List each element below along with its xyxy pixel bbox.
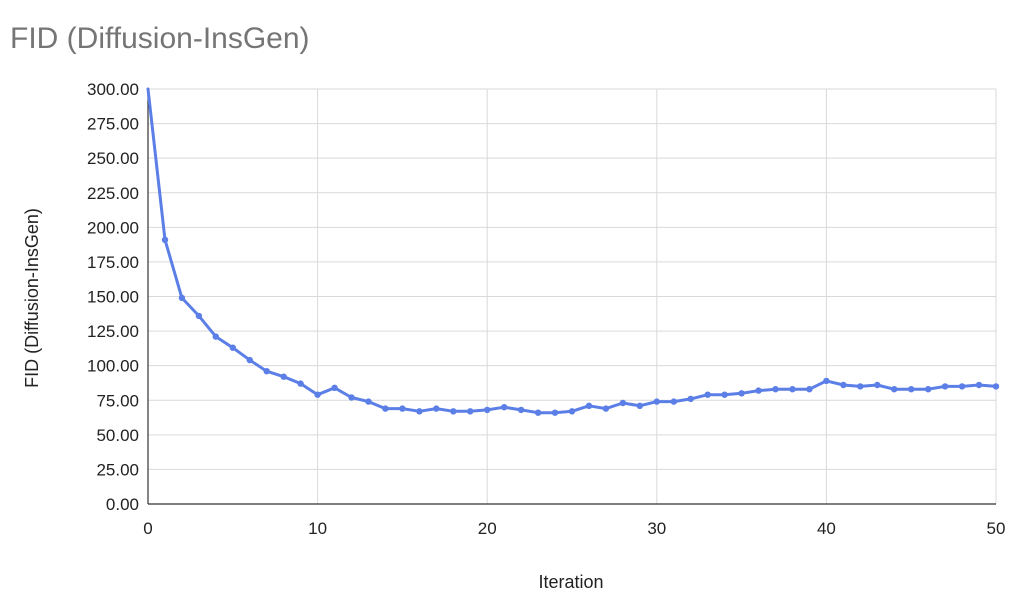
data-point [314, 391, 321, 398]
data-point [467, 408, 474, 415]
data-point [585, 402, 593, 409]
data-point [772, 386, 779, 393]
y-tick-label: 25.00 [96, 460, 139, 479]
data-point [399, 405, 406, 412]
data-point [450, 408, 457, 415]
series-line [146, 87, 998, 415]
y-tick-label: 125.00 [87, 322, 139, 341]
y-tick-label: 225.00 [87, 184, 139, 203]
data-point [874, 381, 881, 389]
data-point [653, 398, 660, 405]
data-point [840, 381, 847, 389]
y-tick-label: 0.00 [106, 495, 139, 514]
y-tick-label: 200.00 [87, 218, 139, 237]
data-point [738, 390, 745, 397]
data-point [568, 408, 576, 415]
data-point [891, 386, 898, 393]
data-point [941, 383, 949, 390]
data-point [687, 395, 694, 403]
data-point [517, 406, 525, 414]
data-point [958, 383, 966, 390]
x-tick-label: 10 [308, 519, 327, 538]
y-axis-ticks: 0.00 25.00 50.00 75.00 100.00 125.00 150.00 175… [87, 80, 139, 514]
data-point [857, 383, 864, 390]
series [146, 87, 1000, 416]
y-tick-label: 175.00 [87, 253, 139, 272]
data-point [161, 236, 169, 243]
y-tick-label: 300.00 [87, 80, 139, 99]
y-tick-label: 100.00 [87, 357, 139, 376]
data-point [365, 398, 372, 405]
data-point [331, 384, 338, 391]
data-point [484, 406, 491, 414]
data-point [704, 391, 711, 398]
data-point [195, 312, 203, 320]
data-point [348, 394, 355, 401]
axes [147, 89, 996, 505]
chart-title: FID (Diffusion-InsGen) [10, 22, 310, 55]
data-point [212, 333, 219, 340]
data-point [670, 398, 677, 405]
data-point [908, 386, 915, 393]
grid [148, 88, 997, 504]
data-point [501, 404, 508, 411]
data-point [602, 405, 610, 412]
data-point [551, 409, 559, 416]
y-tick-label: 275.00 [87, 115, 139, 134]
data-point [246, 356, 253, 364]
x-axis-ticks: 0 10 20 30 40 50 [143, 519, 1005, 538]
data-point [755, 387, 762, 394]
x-tick-label: 0 [143, 519, 152, 538]
y-tick-label: 150.00 [87, 288, 139, 307]
data-point [297, 380, 304, 387]
data-point [721, 391, 728, 398]
data-point [975, 381, 983, 389]
x-tick-label: 30 [647, 519, 666, 538]
x-axis-label: Iteration [538, 572, 603, 592]
y-tick-label: 250.00 [87, 149, 139, 168]
y-tick-label: 75.00 [96, 391, 139, 410]
data-point [636, 402, 643, 409]
data-point [416, 408, 423, 415]
x-tick-label: 50 [987, 519, 1006, 538]
data-point [619, 399, 627, 407]
y-axis-label: FID (Diffusion-InsGen) [22, 208, 42, 388]
x-tick-label: 20 [478, 519, 497, 538]
data-point [178, 294, 186, 302]
x-tick-label: 40 [817, 519, 836, 538]
y-tick-label: 50.00 [96, 426, 139, 445]
data-point [992, 383, 1000, 390]
data-point [280, 373, 287, 380]
data-point [229, 344, 236, 351]
data-point [263, 368, 270, 375]
data-point [534, 409, 542, 416]
data-point [925, 386, 932, 393]
data-point [382, 405, 389, 412]
data-point [806, 386, 813, 393]
data-point [433, 405, 440, 412]
data-point [823, 377, 830, 385]
data-point [789, 386, 796, 393]
